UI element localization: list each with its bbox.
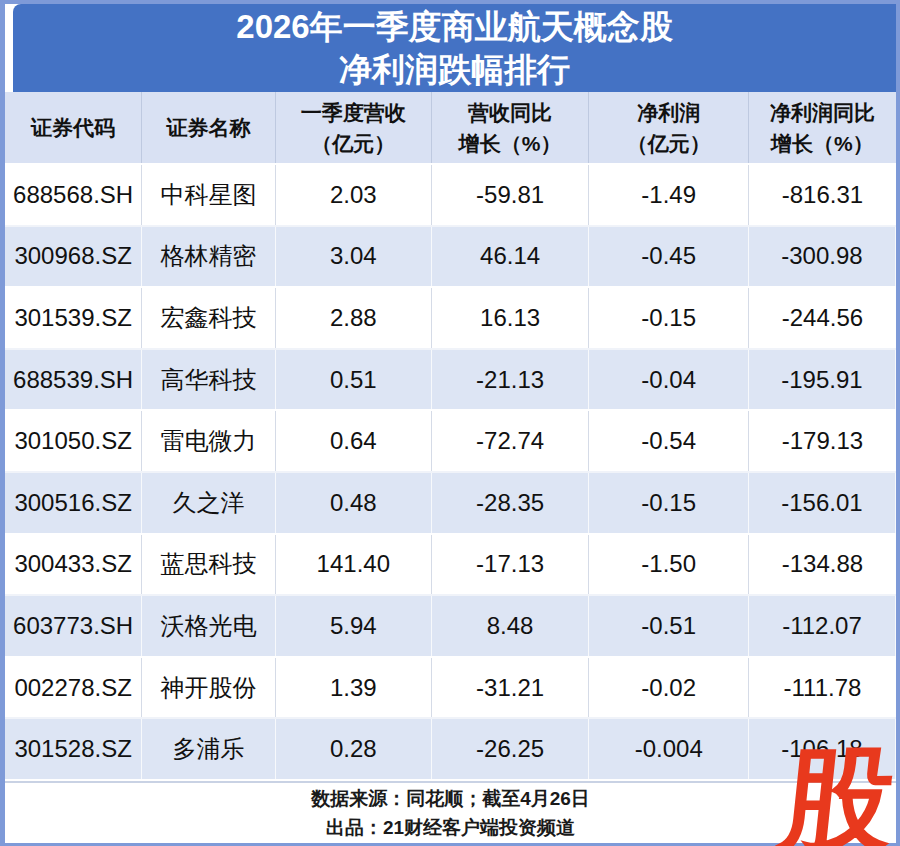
cell-profit-yoy: -816.31 — [749, 165, 896, 225]
cell-profit-yoy: -195.91 — [749, 350, 896, 410]
table-row: 301528.SZ 多浦乐 0.28 -26.25 -0.004 -106.18 — [5, 719, 896, 781]
cell-net-profit: -0.15 — [589, 288, 748, 348]
cell-revenue-yoy: -72.74 — [432, 411, 590, 471]
cell-stock-code: 603773.SH — [5, 596, 142, 656]
cell-q1-revenue: 2.03 — [276, 165, 432, 225]
cell-stock-code: 002278.SZ — [5, 658, 142, 718]
cell-stock-name: 久之洋 — [142, 473, 276, 533]
cell-stock-name: 雷电微力 — [142, 411, 276, 471]
page-title-line2: 净利润跌幅排行 — [13, 48, 896, 91]
cell-net-profit: -1.50 — [589, 535, 748, 595]
cell-q1-revenue: 5.94 — [276, 596, 432, 656]
table-row: 301050.SZ 雷电微力 0.64 -72.74 -0.54 -179.13 — [5, 411, 896, 473]
table-row: 688568.SH 中科星图 2.03 -59.81 -1.49 -816.31 — [5, 165, 896, 227]
cell-revenue-yoy: -17.13 — [432, 535, 590, 595]
cell-stock-code: 300433.SZ — [5, 535, 142, 595]
cell-stock-name: 格林精密 — [142, 227, 276, 287]
cell-net-profit: -0.15 — [589, 473, 748, 533]
table-row: 301539.SZ 宏鑫科技 2.88 16.13 -0.15 -244.56 — [5, 288, 896, 350]
cell-stock-name: 高华科技 — [142, 350, 276, 410]
cell-net-profit: -0.04 — [589, 350, 748, 410]
cell-stock-code: 301539.SZ — [5, 288, 142, 348]
cell-profit-yoy: -300.98 — [749, 227, 896, 287]
cell-stock-name: 宏鑫科技 — [142, 288, 276, 348]
producer-line: 出品：21财经客户端投资频道 — [326, 813, 575, 842]
cell-profit-yoy: -134.88 — [749, 535, 896, 595]
table-row: 300433.SZ 蓝思科技 141.40 -17.13 -1.50 -134.… — [5, 535, 896, 597]
table-row: 300516.SZ 久之洋 0.48 -28.35 -0.15 -156.01 — [5, 473, 896, 535]
column-header-profit-yoy: 净利润同比 增长（%） — [749, 92, 896, 163]
cell-revenue-yoy: -59.81 — [432, 165, 590, 225]
cell-stock-code: 301050.SZ — [5, 411, 142, 471]
cell-stock-code: 300516.SZ — [5, 473, 142, 533]
cell-revenue-yoy: -26.25 — [432, 719, 590, 779]
cell-profit-yoy: -112.07 — [749, 596, 896, 656]
cell-q1-revenue: 3.04 — [276, 227, 432, 287]
page-title: 2026年一季度商业航天概念股 净利润跌幅排行 — [13, 4, 896, 92]
table-body: 688568.SH 中科星图 2.03 -59.81 -1.49 -816.31… — [5, 165, 896, 781]
cell-q1-revenue: 0.51 — [276, 350, 432, 410]
cell-net-profit: -0.51 — [589, 596, 748, 656]
cell-revenue-yoy: 46.14 — [432, 227, 590, 287]
cell-stock-code: 300968.SZ — [5, 227, 142, 287]
cell-q1-revenue: 1.39 — [276, 658, 432, 718]
cell-net-profit: -1.49 — [589, 165, 748, 225]
cell-stock-name: 中科星图 — [142, 165, 276, 225]
cell-net-profit: -0.54 — [589, 411, 748, 471]
cell-q1-revenue: 0.28 — [276, 719, 432, 779]
cell-net-profit: -0.004 — [589, 719, 748, 779]
cell-stock-name: 神开股份 — [142, 658, 276, 718]
cell-revenue-yoy: -28.35 — [432, 473, 590, 533]
cell-q1-revenue: 141.40 — [276, 535, 432, 595]
table-row: 002278.SZ 神开股份 1.39 -31.21 -0.02 -111.78 — [5, 658, 896, 720]
cell-profit-yoy: -179.13 — [749, 411, 896, 471]
source-footer: 数据来源：同花顺；截至4月26日 出品：21财经客户端投资频道 — [5, 781, 896, 843]
cell-stock-name: 沃格光电 — [142, 596, 276, 656]
table-card: 2026年一季度商业航天概念股 净利润跌幅排行 证券代码 证券名称 一季度营收 … — [5, 4, 896, 843]
cell-profit-yoy: -244.56 — [749, 288, 896, 348]
table-row: 688539.SH 高华科技 0.51 -21.13 -0.04 -195.91 — [5, 350, 896, 412]
cell-profit-yoy: -106.18 — [749, 719, 896, 779]
column-header-revenue: 一季度营收 （亿元） — [276, 92, 432, 163]
cell-profit-yoy: -111.78 — [749, 658, 896, 718]
cell-revenue-yoy: 16.13 — [432, 288, 590, 348]
cell-stock-name: 多浦乐 — [142, 719, 276, 779]
column-header-code: 证券代码 — [5, 92, 142, 163]
table-header-row: 证券代码 证券名称 一季度营收 （亿元） 营收同比 增长（%） 净利润 （亿元）… — [5, 92, 896, 165]
cell-stock-code: 301528.SZ — [5, 719, 142, 779]
cell-stock-name: 蓝思科技 — [142, 535, 276, 595]
data-source-line: 数据来源：同花顺；截至4月26日 — [311, 784, 590, 813]
page-title-line1: 2026年一季度商业航天概念股 — [13, 5, 896, 48]
cell-stock-code: 688539.SH — [5, 350, 142, 410]
cell-profit-yoy: -156.01 — [749, 473, 896, 533]
column-header-profit: 净利润 （亿元） — [589, 92, 748, 163]
cell-net-profit: -0.45 — [589, 227, 748, 287]
cell-stock-code: 688568.SH — [5, 165, 142, 225]
table-row: 300968.SZ 格林精密 3.04 46.14 -0.45 -300.98 — [5, 227, 896, 289]
cell-net-profit: -0.02 — [589, 658, 748, 718]
infographic-frame: 2026年一季度商业航天概念股 净利润跌幅排行 证券代码 证券名称 一季度营收 … — [0, 0, 900, 846]
cell-q1-revenue: 0.64 — [276, 411, 432, 471]
cell-revenue-yoy: -31.21 — [432, 658, 590, 718]
column-header-name: 证券名称 — [142, 92, 276, 163]
column-header-revenue-yoy: 营收同比 增长（%） — [432, 92, 590, 163]
table-row: 603773.SH 沃格光电 5.94 8.48 -0.51 -112.07 — [5, 596, 896, 658]
cell-q1-revenue: 0.48 — [276, 473, 432, 533]
cell-revenue-yoy: -21.13 — [432, 350, 590, 410]
cell-revenue-yoy: 8.48 — [432, 596, 590, 656]
cell-q1-revenue: 2.88 — [276, 288, 432, 348]
